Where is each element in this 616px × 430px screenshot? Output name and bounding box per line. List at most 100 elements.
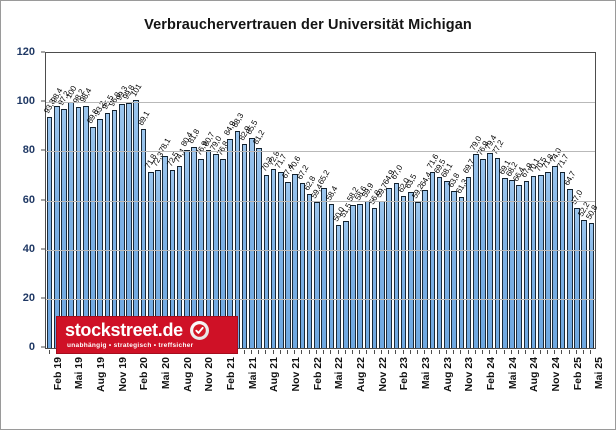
- x-axis-tick-mark: [279, 350, 281, 354]
- bar: [328, 204, 335, 348]
- bar: [82, 106, 89, 348]
- bar: [277, 171, 284, 348]
- bar: [422, 189, 429, 348]
- y-axis-tick-mark: [41, 248, 45, 250]
- bar: [61, 109, 67, 348]
- x-axis-tick-label: Mai 25: [593, 357, 606, 390]
- bar: [155, 170, 161, 348]
- x-axis-tick-mark: [395, 350, 397, 354]
- bar: [588, 223, 595, 348]
- bar: [104, 113, 111, 348]
- bar: [465, 176, 472, 348]
- bar: [198, 158, 205, 348]
- x-axis-tick-mark: [417, 350, 419, 354]
- y-axis-tick-mark: [41, 149, 45, 151]
- bar: [54, 106, 60, 348]
- x-axis-tick-mark: [409, 350, 411, 354]
- bar: [321, 187, 327, 348]
- bar: [75, 106, 82, 348]
- bar: [220, 159, 226, 348]
- bar: [306, 193, 313, 348]
- x-axis-tick-mark: [373, 350, 375, 354]
- bar: [227, 139, 233, 348]
- bar: [299, 182, 306, 348]
- y-axis-tick-mark: [41, 199, 45, 200]
- x-axis-tick-label: Mai 20: [159, 357, 172, 390]
- x-axis-tick-mark: [539, 350, 541, 354]
- bar: [140, 128, 147, 348]
- x-axis-tick-mark: [547, 350, 549, 354]
- x-axis-tick-mark: [590, 350, 592, 354]
- x-axis-tick-mark: [510, 350, 512, 354]
- x-axis-tick-label: Mai 23: [420, 357, 433, 390]
- bar: [314, 201, 320, 348]
- bar: [400, 195, 407, 348]
- page-title: Verbrauchervertrauen der Universität Mic…: [144, 17, 472, 33]
- x-axis-tick-label: Aug 24: [528, 357, 541, 393]
- x-axis-tick-label: Feb 24: [485, 357, 498, 391]
- x-axis-tick-mark: [554, 350, 556, 354]
- bar: [523, 181, 530, 348]
- bar: [191, 146, 197, 348]
- bar: [516, 184, 522, 348]
- bar: [574, 207, 580, 348]
- bar: [147, 171, 154, 348]
- bar: [429, 171, 436, 348]
- x-axis-tick-mark: [294, 350, 296, 354]
- x-axis-tick-label: Feb 19: [51, 357, 64, 391]
- x-axis-tick-mark: [344, 350, 346, 354]
- x-axis-tick-label: Feb 21: [224, 357, 237, 391]
- bar: [241, 144, 248, 348]
- y-axis-tick-mark: [41, 100, 45, 102]
- bar: [263, 175, 270, 348]
- bar: [212, 153, 219, 348]
- y-axis-tick-mark: [41, 346, 45, 348]
- x-axis-tick-label: Feb 20: [138, 357, 151, 391]
- x-axis-tick-label: Nov 19: [116, 357, 129, 392]
- bar: [90, 127, 96, 348]
- x-axis-tick-mark: [575, 350, 577, 354]
- bar: [386, 188, 392, 348]
- x-axis-tick-label: Aug 19: [94, 357, 107, 393]
- bar: [205, 149, 212, 348]
- bar: [458, 197, 465, 348]
- x-axis-tick-mark: [496, 350, 498, 354]
- y-axis-tick-mark: [41, 297, 45, 299]
- bar: [111, 110, 118, 348]
- y-axis-tick-label: 0: [28, 341, 35, 353]
- x-axis-tick-label: Feb 25: [571, 357, 584, 391]
- x-axis-tick-mark: [258, 350, 260, 354]
- bar: [538, 174, 544, 348]
- x-axis-tick-mark: [518, 350, 520, 354]
- bar: [444, 180, 450, 348]
- bar: [292, 174, 299, 348]
- x-axis-tick-mark: [424, 350, 426, 354]
- x-axis-tick-label: Mai 19: [73, 357, 86, 390]
- check-icon: [189, 320, 209, 340]
- bar: [393, 183, 400, 348]
- logo-tagline: unabhängig • strategisch • treffsicher: [67, 341, 194, 349]
- x-axis-tick-mark: [380, 350, 382, 354]
- bar: [415, 202, 421, 348]
- bar: [581, 219, 587, 348]
- bar: [126, 102, 132, 348]
- bar: [357, 203, 364, 348]
- bar: [480, 158, 486, 348]
- bar-value-label: 65,2: [316, 168, 332, 186]
- x-axis-tick-mark: [453, 350, 455, 354]
- x-axis-tick-mark: [532, 350, 534, 354]
- y-axis: 0 20 40 60 80 100 120: [1, 46, 45, 353]
- x-axis-tick-label: Feb 22: [311, 357, 324, 391]
- y-axis-tick-label: 60: [22, 193, 35, 206]
- bar: [494, 158, 501, 348]
- bar: [545, 171, 551, 348]
- gridline: [46, 249, 595, 251]
- x-axis-tick-mark: [460, 350, 462, 354]
- x-axis-tick-mark: [265, 350, 267, 354]
- plot-area: 93,8 98,4 97,2 100 98,2 98,4 89,8 93,2 95,5 96,8 9…: [42, 52, 599, 349]
- x-axis-tick-mark: [323, 350, 325, 354]
- bar: [256, 148, 262, 348]
- bar: [379, 201, 385, 348]
- bar: [501, 178, 508, 348]
- x-axis-tick-label: Nov 21: [289, 357, 302, 392]
